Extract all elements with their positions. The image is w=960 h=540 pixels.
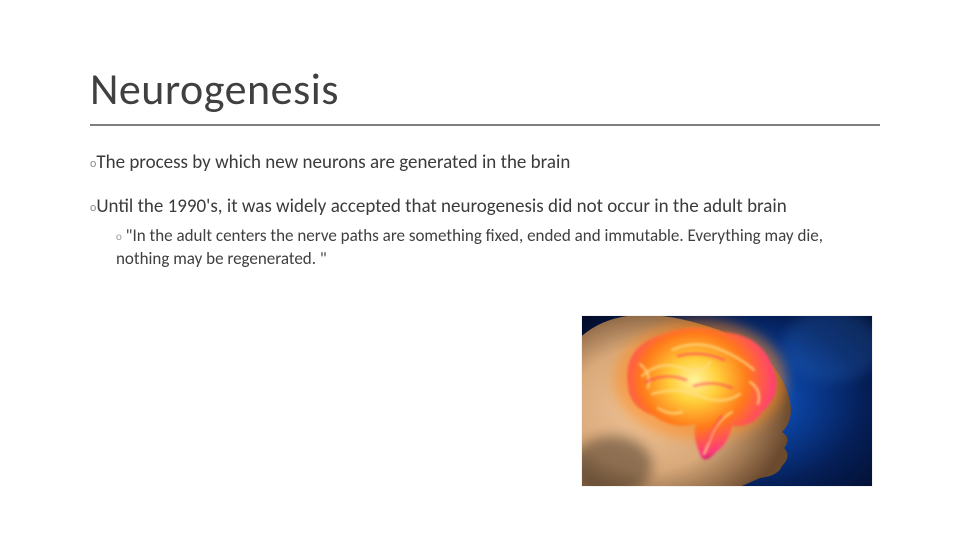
- slide: Neurogenesis o The process by which new n…: [0, 0, 960, 540]
- bullet-text: Until the 1990's, it was widely accepted…: [96, 195, 786, 218]
- bullet-item: oThe process by which new neurons are ge…: [90, 150, 880, 176]
- bullet-marker: o: [116, 230, 122, 243]
- bullet-text: The process by which new neurons are gen…: [96, 151, 570, 174]
- bullet-list: o The process by which new neurons are ge…: [90, 150, 880, 289]
- bg-highlight: [782, 316, 872, 382]
- sub-bullet-item: o "In the adult centers the nerve paths …: [116, 225, 880, 271]
- sub-bullet-text: "In the adult centers the nerve paths ar…: [116, 225, 823, 269]
- slide-title: Neurogenesis: [90, 62, 339, 116]
- bullet-item: o Until the 1990's, it was widely accepte…: [90, 194, 880, 272]
- brain-image: [582, 316, 872, 486]
- brain-svg: [582, 316, 872, 486]
- title-underline: [90, 124, 880, 126]
